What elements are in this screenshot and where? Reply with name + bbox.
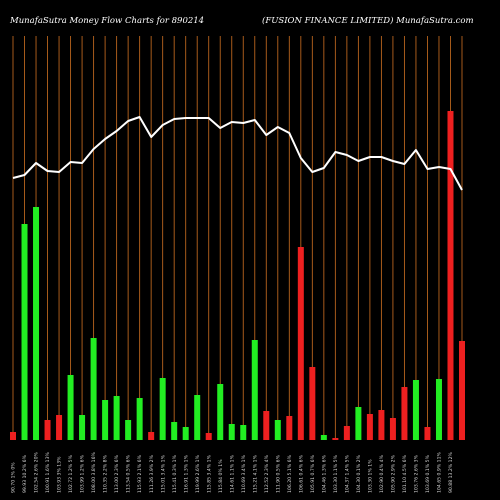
bar-down xyxy=(263,411,270,440)
bar-up xyxy=(33,207,40,440)
x-tick-label: 115.01 3.4% 1% xyxy=(160,454,166,493)
bar-up xyxy=(102,400,109,440)
bar-up xyxy=(320,435,327,440)
chart-subtitle: (FUSION FINANCE LIMITED) MunafaSutra.com xyxy=(262,16,474,26)
bar-down xyxy=(10,432,16,440)
bar-down xyxy=(205,433,212,440)
bar-down xyxy=(309,367,316,440)
x-tick-label: 103.69 0.1% 5% xyxy=(425,454,431,493)
x-tick-label: 115.85 3.4% 1% xyxy=(206,454,212,493)
bar-up xyxy=(79,415,86,440)
x-tick-label: 104.65 0.9% 11% xyxy=(437,451,443,493)
x-tick-label: 101.10 4.5% 6% xyxy=(402,454,408,493)
bar-up xyxy=(171,422,178,440)
x-tick-label: 108.00 3.8% 16% xyxy=(91,451,97,493)
bar-down xyxy=(343,426,350,440)
x-tick-label: 115.93 2.1% 6% xyxy=(137,454,143,493)
bar-up xyxy=(240,425,247,440)
bar-up xyxy=(159,378,166,440)
bar-up xyxy=(228,424,235,440)
bar-up xyxy=(412,380,419,440)
x-tick-label: 119.99 2.6% 1% xyxy=(195,454,201,493)
x-tick-labels: 90.70 1% 0% 99.93 10.2% 6% 102.54 2.6% 20%… xyxy=(11,451,454,493)
bar-down xyxy=(366,414,373,440)
bar-up xyxy=(217,384,224,440)
bar-down xyxy=(44,420,51,440)
bar-up xyxy=(125,420,132,440)
bar-up xyxy=(435,379,442,440)
x-tick-label: 103.99 1.2% 6% xyxy=(80,454,86,493)
x-tick-label: 105.91 0.7% 6% xyxy=(310,454,316,493)
x-tick-label: 99.93 10.2% 6% xyxy=(22,454,28,493)
x-tick-label: 103.93 3% 13% xyxy=(57,456,63,493)
bar-down xyxy=(332,438,339,440)
x-tick-label: 105.90 2.9% 2% xyxy=(391,454,397,493)
bar-down xyxy=(389,418,396,440)
x-tick-label: 100.91 1.6% 13% xyxy=(45,451,51,493)
x-tick-label: 104.30 0.1% 2% xyxy=(356,454,362,493)
bar-up xyxy=(182,427,189,440)
money-flow-bars xyxy=(10,111,465,440)
x-tick-label: 110.35 2.2% 8% xyxy=(103,454,109,493)
x-tick-label: 103.30 1.1% 5% xyxy=(333,454,339,493)
x-tick-label: 103.30 1% 1% xyxy=(367,459,373,493)
bar-down xyxy=(56,415,63,440)
x-tick-label: 90.70 1% 0% xyxy=(11,462,17,493)
bar-down xyxy=(447,111,454,440)
x-tick-label: 102.90 0.4% 4% xyxy=(379,454,385,493)
bar-up xyxy=(251,340,258,440)
bar-up xyxy=(355,407,362,440)
x-tick-label: 114.61 1.1% 1% xyxy=(229,454,235,493)
bar-down xyxy=(148,432,155,440)
bar-down xyxy=(401,387,408,440)
x-tick-label: 106.61 0.4% 6% xyxy=(298,454,304,493)
chart-title: MunafaSutra Money Flow Charts for 890214 xyxy=(10,16,205,26)
x-tick-label: 116.91 1.3% 1% xyxy=(183,454,189,493)
x-tick-label: 111.26 3.9% 2% xyxy=(149,454,155,493)
bar-up xyxy=(90,338,97,440)
bar-down xyxy=(378,410,385,440)
x-tick-label: 106.20 5.1% 6% xyxy=(287,454,293,493)
x-tick-label: 110.69 3.4% 1% xyxy=(241,454,247,493)
bar-up xyxy=(21,224,28,440)
bar-up xyxy=(194,395,201,440)
bar-down xyxy=(286,416,293,440)
x-tick-label: 113.00 2.3% 6% xyxy=(114,454,120,493)
x-tick-label: 115.21 4.1% 1% xyxy=(252,454,258,493)
bar-down xyxy=(297,247,304,440)
x-tick-label: 111.90 0.5% 6% xyxy=(275,454,281,493)
x-tick-label: 90.88 13.2% 12% xyxy=(448,451,454,493)
x-tick-label: 104.37 1.4% 5% xyxy=(344,454,350,493)
price-line xyxy=(12,116,463,191)
x-tick-label: 115.41 0.3% 1% xyxy=(172,454,178,493)
bar-up xyxy=(67,375,74,440)
bar-up xyxy=(113,396,120,440)
x-tick-label: 112.52 2.3% 4% xyxy=(264,454,270,493)
x-tick-label: 103.76 2.6% 3% xyxy=(414,454,420,493)
x-tick-label: 115.84 0% 1% xyxy=(218,459,224,493)
gridlines xyxy=(12,36,463,440)
x-tick-label: 104.46 1.3% 6% xyxy=(321,454,327,493)
x-tick-label: 102.54 2.6% 20% xyxy=(34,451,40,493)
bar-up xyxy=(136,398,143,440)
x-tick-label: 102.72 1.2% 5% xyxy=(68,454,74,493)
bar-down xyxy=(459,341,465,440)
bar-up xyxy=(274,420,281,440)
x-tick-label: 113.54 0.5% 6% xyxy=(126,454,132,493)
bar-down xyxy=(424,427,431,440)
